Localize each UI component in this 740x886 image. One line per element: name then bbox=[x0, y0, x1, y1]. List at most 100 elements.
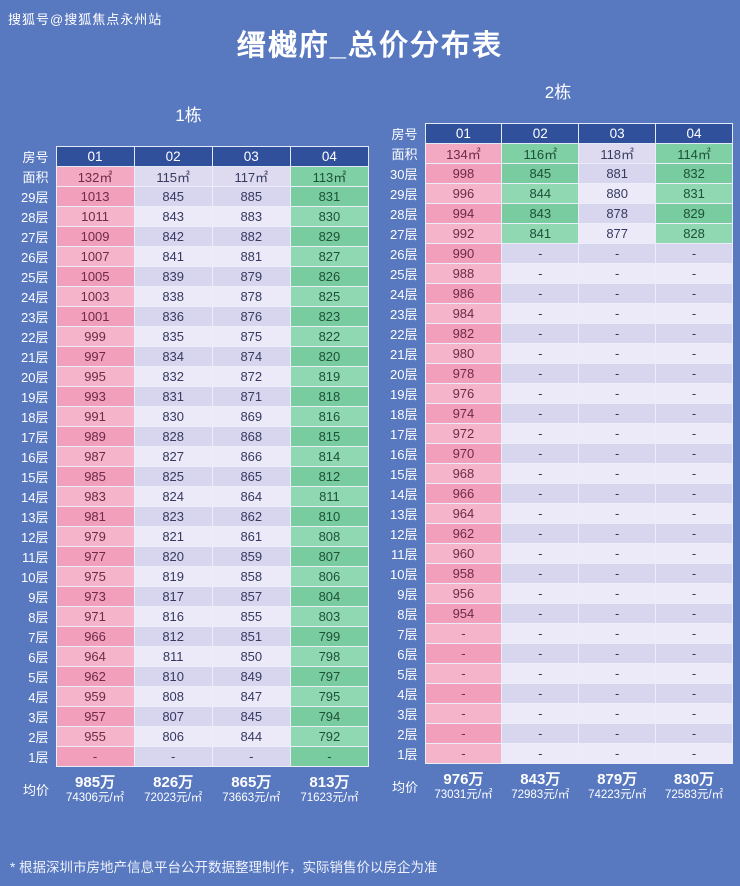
avg-cell: 865万 73663元/㎡ bbox=[212, 767, 290, 813]
price-cell: - bbox=[424, 623, 503, 644]
price-cell: 973 bbox=[55, 586, 135, 607]
price-cell: - bbox=[655, 643, 733, 664]
avg-unit: 72583元/㎡ bbox=[664, 788, 724, 801]
price-cell: 959 bbox=[55, 686, 135, 707]
room-number-header: 02 bbox=[501, 123, 580, 144]
floor-label: 12层 bbox=[21, 530, 49, 545]
price-cell: 843 bbox=[501, 203, 580, 224]
avg-cell: 826万 72023元/㎡ bbox=[134, 767, 212, 813]
price-cell: 875 bbox=[211, 326, 291, 347]
floor-label: 17层 bbox=[390, 427, 418, 442]
price-cell: - bbox=[501, 703, 580, 724]
price-cell: 844 bbox=[501, 183, 580, 204]
price-cell: 806 bbox=[133, 726, 213, 747]
price-cell: - bbox=[578, 723, 657, 744]
floor-label: 21层 bbox=[390, 347, 418, 362]
floor-row: 2层 - - - - bbox=[383, 723, 733, 744]
price-cell: 883 bbox=[211, 206, 291, 227]
price-cell: 826 bbox=[289, 266, 370, 287]
price-cell: 808 bbox=[133, 686, 213, 707]
area-value: 134㎡ bbox=[424, 143, 503, 164]
floor-row: 19层 993 831 871 818 bbox=[8, 386, 370, 407]
price-cell: - bbox=[501, 523, 580, 544]
price-cell: 954 bbox=[424, 603, 503, 624]
price-cell: 798 bbox=[289, 646, 370, 667]
floor-label: 16层 bbox=[21, 450, 49, 465]
floor-label: 8层 bbox=[28, 610, 49, 625]
price-cell: 958 bbox=[424, 563, 503, 584]
price-cell: 878 bbox=[211, 286, 291, 307]
price-cell: 825 bbox=[133, 466, 213, 487]
price-cell: 825 bbox=[289, 286, 370, 307]
average-row: 均价 976万 73031元/㎡ 843万 72983元/㎡ 879万 74223元/㎡ 83… bbox=[383, 764, 733, 810]
price-cell: 991 bbox=[55, 406, 135, 427]
price-cell: 1009 bbox=[55, 226, 135, 247]
price-cell: - bbox=[501, 603, 580, 624]
floor-label: 23层 bbox=[21, 310, 49, 325]
floor-label: 7层 bbox=[28, 630, 49, 645]
price-cell: - bbox=[501, 363, 580, 384]
price-cell: 984 bbox=[424, 303, 503, 324]
floor-label: 21层 bbox=[21, 350, 49, 365]
price-cell: - bbox=[501, 263, 580, 284]
floor-label: 16层 bbox=[390, 447, 418, 462]
price-cell: 881 bbox=[211, 246, 291, 267]
floor-row: 3层 957 807 845 794 bbox=[8, 706, 370, 727]
price-cell: 827 bbox=[133, 446, 213, 467]
building-1-section: 1栋 房号 01 02 03 04 面积 132㎡ 115㎡ 117㎡ 113㎡ 29层 1013 84… bbox=[8, 106, 370, 813]
avg-cell: 976万 73031元/㎡ bbox=[425, 764, 502, 810]
floor-row: 17层 989 828 868 815 bbox=[8, 426, 370, 447]
floor-label: 2层 bbox=[397, 727, 418, 742]
price-cell: - bbox=[289, 746, 370, 767]
floor-row: 15层 968- - - bbox=[383, 463, 733, 484]
price-cell: - bbox=[501, 403, 580, 424]
price-cell: - bbox=[655, 463, 733, 484]
price-cell: - bbox=[655, 683, 733, 704]
price-cell: - bbox=[655, 403, 733, 424]
price-cell: - bbox=[578, 603, 657, 624]
price-cell: 828 bbox=[133, 426, 213, 447]
price-cell: 993 bbox=[55, 386, 135, 407]
price-cell: 832 bbox=[133, 366, 213, 387]
price-cell: 859 bbox=[211, 546, 291, 567]
price-cell: - bbox=[655, 363, 733, 384]
price-cell: 797 bbox=[289, 666, 370, 687]
floor-label: 26层 bbox=[390, 247, 418, 262]
price-cell: 792 bbox=[289, 726, 370, 747]
floor-row: 1层 - - - - bbox=[8, 746, 370, 767]
price-cell: 960 bbox=[424, 543, 503, 564]
price-cell: - bbox=[501, 563, 580, 584]
price-cell: 849 bbox=[211, 666, 291, 687]
room-number-header: 03 bbox=[578, 123, 657, 144]
price-cell: 874 bbox=[211, 346, 291, 367]
floor-row: 25层 1005 839 879 826 bbox=[8, 266, 370, 287]
price-cell: - bbox=[578, 463, 657, 484]
price-cell: 815 bbox=[289, 426, 370, 447]
floor-row: 28层 994 843 878 829 bbox=[383, 203, 733, 224]
avg-price: 865万 bbox=[231, 773, 272, 791]
price-cell: 999 bbox=[55, 326, 135, 347]
floor-row: 5层 962 810 849 797 bbox=[8, 666, 370, 687]
floor-row: 4层 959 808 847 795 bbox=[8, 686, 370, 707]
floor-label: 13层 bbox=[390, 507, 418, 522]
price-cell: 850 bbox=[211, 646, 291, 667]
avg-cell: 879万 74223元/㎡ bbox=[579, 764, 656, 810]
price-cell: - bbox=[501, 743, 580, 764]
price-cell: - bbox=[501, 583, 580, 604]
price-cell: 817 bbox=[133, 586, 213, 607]
price-cell: - bbox=[578, 343, 657, 364]
floor-row: 17层 972- - - bbox=[383, 423, 733, 444]
floor-label: 4层 bbox=[28, 690, 49, 705]
floor-label: 15层 bbox=[390, 467, 418, 482]
price-cell: 877 bbox=[578, 223, 657, 244]
avg-price: 813万 bbox=[309, 773, 350, 791]
floor-row: 11层 977 820 859 807 bbox=[8, 546, 370, 567]
price-cell: 962 bbox=[424, 523, 503, 544]
price-cell: 996 bbox=[424, 183, 503, 204]
page-title: 缙樾府_总价分布表 bbox=[236, 30, 504, 62]
price-cell: 1005 bbox=[55, 266, 135, 287]
floor-label: 22层 bbox=[390, 327, 418, 342]
floor-label: 28层 bbox=[390, 207, 418, 222]
price-cell: - bbox=[578, 663, 657, 684]
avg-unit: 74223元/㎡ bbox=[588, 788, 647, 801]
